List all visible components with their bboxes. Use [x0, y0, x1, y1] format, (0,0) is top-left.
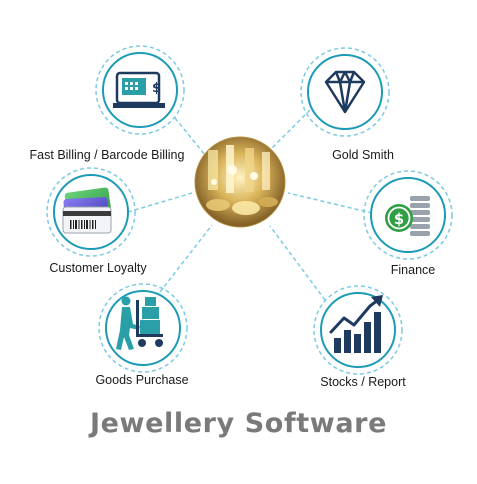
label-stocks-report: Stocks / Report [320, 375, 406, 389]
cash-register-icon: $ [113, 71, 165, 108]
connectors [127, 109, 373, 301]
connector-goods [159, 224, 213, 293]
connector-stocks [269, 225, 326, 301]
hand-truck-icon [116, 296, 163, 350]
center-photo [194, 136, 286, 228]
label-goods-purchase: Goods Purchase [95, 373, 189, 387]
label-billing: Fast Billing / Barcode Billing [29, 148, 185, 162]
page-title: Jewellery Software [90, 408, 387, 439]
node-gold[interactable] [300, 47, 390, 137]
label-customer-loyalty: Customer Loyalty [49, 261, 147, 275]
connector-finance [287, 192, 373, 214]
dollar-coins-icon: $ [385, 196, 430, 236]
rising-bar-chart-icon [329, 295, 383, 353]
label-finance: Finance [390, 263, 436, 277]
label-gold-smith: Gold Smith [332, 148, 394, 162]
connector-gold [269, 109, 311, 151]
svg-text:$: $ [394, 210, 404, 228]
node-finance[interactable]: $ [363, 170, 453, 260]
node-billing[interactable]: $ [95, 45, 185, 135]
connector-loyalty [127, 192, 193, 213]
loyalty-cards-icon [62, 187, 112, 234]
svg-text:$: $ [152, 81, 161, 96]
connector-billing [174, 117, 206, 156]
node-goods[interactable] [98, 283, 188, 373]
node-stocks[interactable] [313, 285, 403, 375]
node-loyalty[interactable] [46, 167, 136, 257]
diamond-icon [324, 70, 366, 114]
